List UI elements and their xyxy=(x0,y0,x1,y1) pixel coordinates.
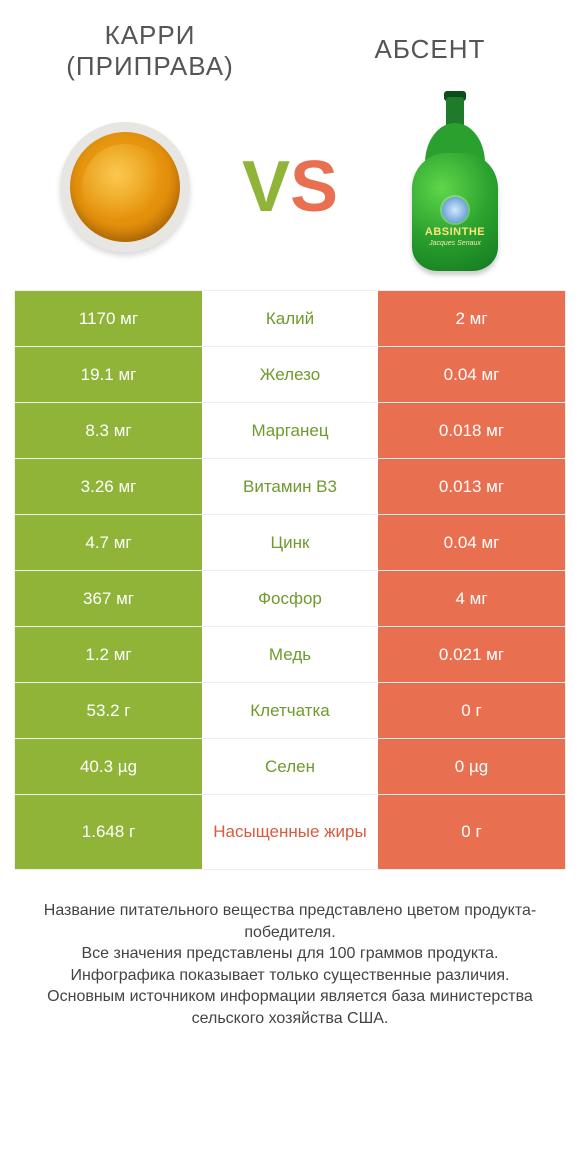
bottle-brand: ABSINTHE xyxy=(422,226,488,238)
table-row: 4.7 мгЦинк0.04 мг xyxy=(15,515,565,571)
left-value-cell: 8.3 мг xyxy=(15,403,202,458)
right-value-cell: 0.013 мг xyxy=(378,459,565,514)
nutrient-label-cell: Витамин B3 xyxy=(202,459,378,514)
nutrient-label-cell: Селен xyxy=(202,739,378,794)
table-row: 367 мгФосфор4 мг xyxy=(15,571,565,627)
right-value-cell: 0.021 мг xyxy=(378,627,565,682)
table-row: 3.26 мгВитамин B30.013 мг xyxy=(15,459,565,515)
footnote-line: Инфографика показывает только существенн… xyxy=(22,965,558,987)
right-value-cell: 4 мг xyxy=(378,571,565,626)
footnote-line: Название питательного вещества представл… xyxy=(22,900,558,943)
curry-bowl-icon xyxy=(60,122,190,252)
right-value-cell: 0.018 мг xyxy=(378,403,565,458)
vs-label: VS xyxy=(242,151,338,223)
left-value-cell: 1.648 г xyxy=(15,795,202,869)
left-product-title: КАРРИ (ПРИПРАВА) xyxy=(40,20,260,82)
vs-v: V xyxy=(242,147,290,227)
nutrient-label-cell: Марганец xyxy=(202,403,378,458)
curry-image xyxy=(50,107,200,267)
nutrient-label-cell: Железо xyxy=(202,347,378,402)
table-row: 1170 мгКалий2 мг xyxy=(15,291,565,347)
right-value-cell: 2 мг xyxy=(378,291,565,346)
right-value-cell: 0.04 мг xyxy=(378,347,565,402)
right-value-cell: 0 µg xyxy=(378,739,565,794)
footnote: Название питательного вещества представл… xyxy=(22,900,558,1030)
nutrient-label-cell: Калий xyxy=(202,291,378,346)
table-row: 19.1 мгЖелезо0.04 мг xyxy=(15,347,565,403)
vs-s: S xyxy=(290,147,338,227)
left-value-cell: 367 мг xyxy=(15,571,202,626)
right-value-cell: 0 г xyxy=(378,683,565,738)
table-row: 1.2 мгМедь0.021 мг xyxy=(15,627,565,683)
nutrient-label-cell: Клетчатка xyxy=(202,683,378,738)
left-value-cell: 1170 мг xyxy=(15,291,202,346)
right-product-title: АБСЕНТ xyxy=(320,20,540,65)
table-row: 53.2 гКлетчатка0 г xyxy=(15,683,565,739)
images-row: VS ABSINTHE Jacques Senaux xyxy=(0,82,580,282)
table-row: 1.648 гНасыщенные жиры0 г xyxy=(15,795,565,869)
header: КАРРИ (ПРИПРАВА) АБСЕНТ xyxy=(0,0,580,82)
left-value-cell: 1.2 мг xyxy=(15,627,202,682)
footnote-line: Все значения представлены для 100 граммо… xyxy=(22,943,558,965)
nutrient-label-cell: Насыщенные жиры xyxy=(202,795,378,869)
absinthe-bottle-icon: ABSINTHE Jacques Senaux xyxy=(410,97,500,277)
absinthe-image: ABSINTHE Jacques Senaux xyxy=(380,107,530,267)
nutrient-label-cell: Цинк xyxy=(202,515,378,570)
right-value-cell: 0.04 мг xyxy=(378,515,565,570)
footnote-line: Основным источником информации является … xyxy=(22,986,558,1029)
right-value-cell: 0 г xyxy=(378,795,565,869)
nutrient-label-cell: Медь xyxy=(202,627,378,682)
left-value-cell: 19.1 мг xyxy=(15,347,202,402)
bottle-sub: Jacques Senaux xyxy=(422,240,488,247)
left-value-cell: 53.2 г xyxy=(15,683,202,738)
nutrient-label-cell: Фосфор xyxy=(202,571,378,626)
left-value-cell: 40.3 µg xyxy=(15,739,202,794)
comparison-table: 1170 мгКалий2 мг19.1 мгЖелезо0.04 мг8.3 … xyxy=(14,290,566,870)
left-title-line2: (ПРИПРАВА) xyxy=(40,51,260,82)
left-value-cell: 4.7 мг xyxy=(15,515,202,570)
table-row: 8.3 мгМарганец0.018 мг xyxy=(15,403,565,459)
left-value-cell: 3.26 мг xyxy=(15,459,202,514)
left-title-line1: КАРРИ xyxy=(40,20,260,51)
table-row: 40.3 µgСелен0 µg xyxy=(15,739,565,795)
